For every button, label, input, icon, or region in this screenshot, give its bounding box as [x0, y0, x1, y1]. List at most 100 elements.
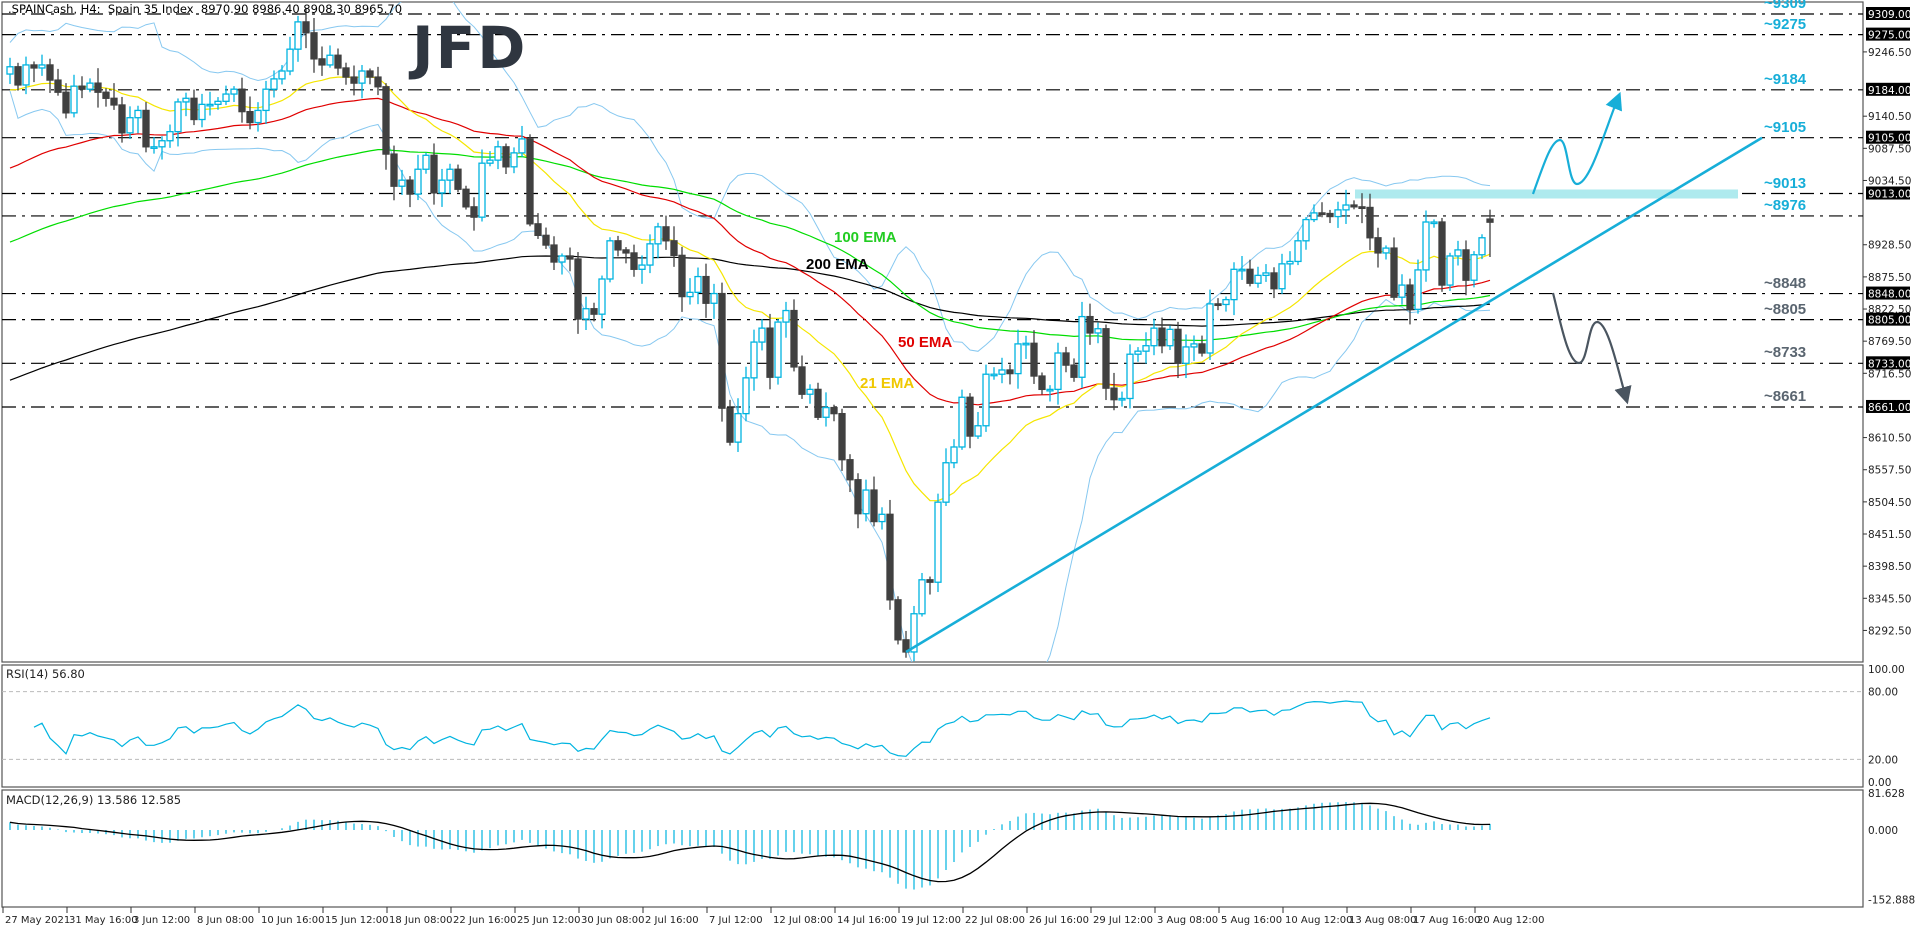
- candle-body: [278, 70, 286, 80]
- candle-body: [470, 206, 478, 218]
- candle: [638, 255, 646, 284]
- candle-body: [382, 86, 390, 155]
- candle-body: [286, 48, 294, 72]
- candle-body: [566, 255, 574, 260]
- candle-body: [1094, 328, 1102, 334]
- candle-body: [1182, 346, 1190, 364]
- macd-tick-label: -152.888: [1868, 894, 1915, 906]
- candle-body: [230, 88, 238, 95]
- candle: [566, 247, 574, 272]
- candle: [1158, 317, 1166, 354]
- candle: [1350, 200, 1358, 210]
- level-label: ~9105: [1764, 118, 1807, 136]
- candle-body: [22, 64, 30, 86]
- x-tick-label: 10 Jun 16:00: [261, 915, 325, 926]
- candle: [1398, 274, 1406, 305]
- level-label: ~9184: [1764, 70, 1807, 88]
- x-tick-label: 19 Jul 12:00: [901, 915, 961, 926]
- bearish-scenario-arrow: [1551, 292, 1632, 405]
- candle-body: [70, 85, 78, 114]
- candle: [1206, 289, 1214, 361]
- price-tag-box: [1866, 27, 1910, 41]
- candle: [966, 393, 974, 449]
- candle: [942, 448, 950, 506]
- x-tick-label: 15 Jun 12:00: [325, 915, 389, 926]
- candle-body: [1022, 342, 1030, 346]
- candle: [1462, 240, 1470, 296]
- y-tick-label: 8504.50: [1868, 497, 1911, 509]
- candle-body: [366, 70, 374, 78]
- x-tick-label: 22 Jun 16:00: [453, 915, 517, 926]
- candle: [1222, 296, 1230, 312]
- candle-body: [638, 264, 646, 270]
- candle-body: [582, 308, 590, 320]
- candle-body: [1374, 237, 1382, 254]
- candle: [182, 92, 190, 117]
- candle: [670, 226, 678, 267]
- candle-body: [1174, 328, 1182, 364]
- candle: [1414, 259, 1422, 314]
- candle-body: [574, 258, 582, 320]
- candle-body: [1014, 343, 1022, 375]
- candle-body: [630, 252, 638, 270]
- candle-body: [550, 244, 558, 263]
- rsi-title: RSI(14) 56.80: [6, 667, 85, 681]
- candle-body: [150, 146, 158, 149]
- main-plot: [2, 2, 1863, 662]
- level-label: ~9275: [1764, 15, 1807, 33]
- candle-body: [350, 76, 358, 84]
- price-tag-box: [1866, 312, 1910, 326]
- candle: [630, 244, 638, 277]
- candle: [478, 149, 486, 222]
- candle: [1238, 256, 1246, 280]
- candle-body: [886, 513, 894, 601]
- rsi-tick-label: 100.00: [1868, 664, 1905, 676]
- candle: [382, 83, 390, 170]
- candle: [1310, 204, 1318, 223]
- candle: [1302, 217, 1310, 250]
- ema50-label: 50 EMA: [898, 334, 953, 351]
- candle: [1438, 217, 1446, 292]
- candle: [358, 65, 366, 99]
- candle-body: [742, 377, 750, 415]
- candle-body: [814, 388, 822, 418]
- candle: [1102, 324, 1110, 401]
- candle: [974, 411, 982, 439]
- candle: [1270, 267, 1278, 299]
- candle: [374, 66, 382, 96]
- candle: [806, 384, 814, 404]
- price-tag-label: 9309.00: [1868, 9, 1911, 21]
- candle-body: [502, 146, 510, 168]
- x-tick-label: 18 Jun 08:00: [389, 915, 453, 926]
- candle: [134, 105, 142, 134]
- candle: [702, 263, 710, 318]
- candle-body: [598, 278, 606, 315]
- candle-body: [1230, 268, 1238, 301]
- y-tick-label: 8716.50: [1868, 368, 1911, 380]
- candle: [1198, 335, 1206, 357]
- candle: [1422, 210, 1430, 282]
- ema100-label: 100 EMA: [834, 229, 897, 246]
- main-panel-frame: [1, 1, 1864, 663]
- candle-body: [670, 240, 678, 257]
- candle-body: [486, 159, 494, 164]
- candle: [1150, 318, 1158, 356]
- x-tick-label: 20 Aug 12:00: [1477, 915, 1544, 926]
- candle-body: [662, 226, 670, 242]
- candle-body: [910, 613, 918, 653]
- candle: [574, 252, 582, 334]
- candle: [870, 476, 878, 527]
- candle-body: [1046, 388, 1054, 392]
- x-tick-label: 22 Jul 08:00: [965, 915, 1025, 926]
- x-tick-label: 3 Jun 12:00: [133, 915, 190, 926]
- candle-body: [1454, 249, 1462, 257]
- y-tick-label: 8557.50: [1868, 465, 1911, 477]
- candle: [438, 168, 446, 207]
- candle: [1230, 262, 1238, 316]
- candle-body: [1238, 268, 1246, 272]
- x-tick-label: 29 Jul 12:00: [1093, 915, 1153, 926]
- candle-body: [622, 249, 630, 254]
- candle-body: [862, 489, 870, 515]
- candle: [894, 596, 902, 645]
